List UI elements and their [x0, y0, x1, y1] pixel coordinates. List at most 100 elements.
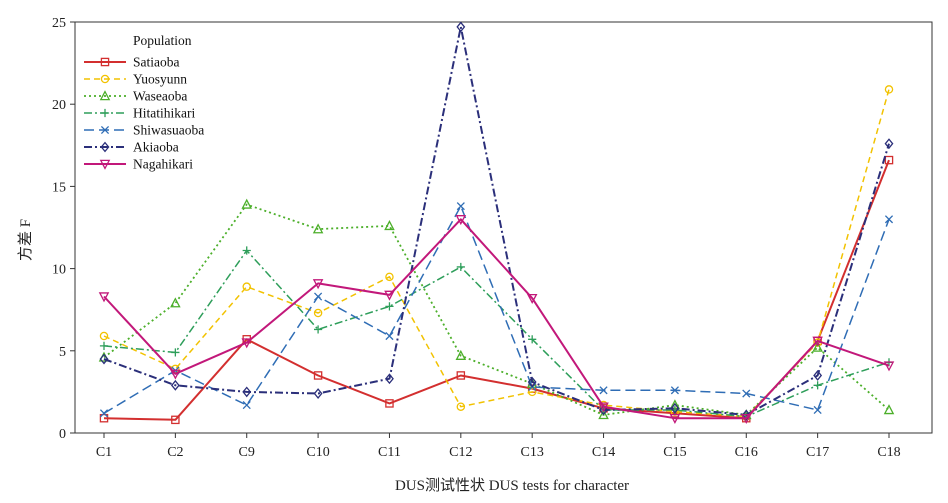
data-point: [384, 290, 395, 301]
data-point: [170, 369, 181, 380]
data-point: [813, 370, 823, 381]
data-point: [313, 308, 323, 318]
x-tick-label: C10: [306, 445, 329, 460]
data-point: [883, 361, 895, 372]
legend-item: Yuosyunn: [84, 72, 187, 87]
legend-marker: [100, 74, 110, 84]
data-point: [99, 413, 109, 423]
data-point: [884, 138, 894, 150]
x-tick-label: C16: [735, 445, 758, 460]
data-point: [528, 335, 537, 344]
data-point: [242, 246, 251, 255]
series-line: [103, 25, 890, 416]
x-tick-label: C14: [592, 445, 615, 460]
data-point: [241, 338, 253, 349]
data-point: [740, 413, 752, 425]
series-line: [103, 205, 890, 414]
data-point: [385, 331, 394, 341]
x-tick-label: C2: [167, 445, 183, 460]
data-point: [313, 371, 323, 380]
y-axis: 0 5 10 15 20 25: [52, 16, 75, 442]
legend-marker: [100, 141, 110, 153]
data-point: [670, 386, 679, 395]
legend-marker: [100, 57, 110, 67]
data-point: [384, 220, 395, 231]
legend-item: Akiaoba: [84, 140, 179, 155]
data-point: [526, 293, 538, 304]
legend-label: Hitatihikari: [133, 106, 195, 121]
x-tick-label: C17: [806, 445, 829, 460]
data-point: [742, 389, 751, 398]
series-line: [103, 159, 890, 421]
legend-marker: [100, 108, 110, 118]
data-point: [170, 379, 180, 391]
x-tick-label: C1: [96, 445, 112, 460]
x-tick-label: C13: [521, 445, 544, 460]
y-axis-title: 方差 F: [17, 219, 34, 261]
data-point: [242, 386, 252, 398]
data-point: [812, 341, 823, 352]
legend-item: Hitatihikari: [84, 106, 195, 121]
legend-label: Waseaoba: [133, 89, 187, 104]
data-point: [170, 297, 181, 308]
legend-label: Shiwasuaoba: [133, 123, 204, 138]
data-point: [385, 302, 394, 311]
data-point: [385, 399, 394, 408]
data-point: [385, 373, 394, 385]
legend-marker: [100, 125, 110, 135]
data-point: [669, 413, 681, 425]
data-point: [598, 402, 609, 413]
data-point: [98, 292, 110, 303]
data-point: [813, 381, 822, 390]
data-point: [241, 198, 253, 209]
x-tick-label: C12: [449, 445, 472, 460]
data-point: [242, 282, 251, 291]
legend-title: Population: [133, 33, 192, 48]
data-point: [741, 409, 751, 421]
x-tick-label: C15: [663, 445, 686, 460]
legend-item: Satiaoba: [84, 55, 180, 70]
series-line: [103, 203, 890, 416]
plot-frame: [74, 21, 933, 434]
series-hitatihikari: [99, 246, 894, 421]
data-point: [99, 409, 109, 418]
data-point: [99, 331, 109, 341]
data-point: [456, 21, 466, 33]
data-point: [813, 405, 822, 415]
legend-label: Nagahikari: [133, 157, 193, 172]
data-point: [456, 262, 465, 272]
data-point: [242, 400, 251, 410]
x-tick-label: C9: [239, 445, 255, 460]
data-point: [883, 404, 895, 415]
legend-item: Shiwasuaoba: [84, 123, 204, 138]
legend-label: Satiaoba: [133, 55, 180, 70]
x-tick-label: C18: [877, 445, 900, 460]
data-point: [313, 388, 323, 399]
data-point: [455, 349, 467, 360]
data-point: [598, 409, 609, 420]
data-point: [171, 415, 180, 425]
legend-marker: [99, 90, 111, 101]
legend-label: Yuosyunn: [133, 72, 187, 87]
data-point: [670, 402, 680, 414]
x-tick-label: C11: [378, 445, 401, 460]
series-layer: [98, 21, 895, 425]
x-axis: C1 C2 C9 C10 C11 C12 C13 C14 C15 C16 C17 C18: [96, 433, 901, 460]
data-point: [313, 325, 323, 334]
data-point: [884, 85, 894, 94]
series-akiaoba: [99, 21, 894, 421]
data-point: [812, 336, 823, 347]
series-line: [103, 218, 890, 420]
legend-marker: [99, 159, 111, 170]
y-tick-label: 0: [59, 427, 66, 442]
y-tick-label: 15: [52, 180, 66, 195]
y-tick-label: 10: [52, 263, 66, 278]
data-point: [99, 341, 109, 350]
y-tick-label: 5: [59, 345, 66, 360]
data-point: [527, 387, 537, 397]
legend-item: Nagahikari: [84, 157, 193, 172]
series-waseaoba: [98, 198, 895, 420]
data-point: [455, 215, 467, 226]
data-point: [456, 371, 466, 380]
